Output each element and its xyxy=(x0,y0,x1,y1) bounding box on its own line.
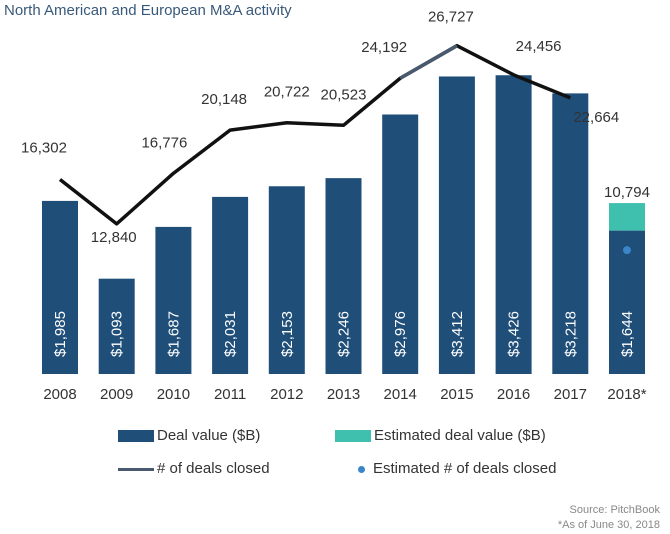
bar-value-label: $3,426 xyxy=(506,311,523,357)
deal-value-bar xyxy=(98,278,135,374)
deal-value-bar xyxy=(325,178,362,374)
legend-swatch-deals-closed xyxy=(118,467,154,471)
deals-closed-label: 16,776 xyxy=(141,134,187,151)
x-tick-label: 2016 xyxy=(497,386,530,400)
x-tick-label: 2008 xyxy=(43,386,76,400)
bar-value-label: $1,093 xyxy=(109,311,126,357)
est-deals-closed-point xyxy=(623,246,631,255)
x-tick-label: 2014 xyxy=(384,386,417,400)
legend-label-est-deals-closed: Estimated # of deals closed xyxy=(373,460,557,477)
deal-value-bar xyxy=(212,196,249,374)
deals-closed-label: 20,148 xyxy=(201,91,247,108)
deals-closed-label: 26,727 xyxy=(428,9,474,26)
x-tick-label: 2012 xyxy=(270,386,303,400)
x-tick-label: 2011 xyxy=(214,386,246,400)
legend-swatch-est-deals-closed xyxy=(358,465,365,473)
x-tick-label: 2009 xyxy=(100,386,133,400)
source-line: Source: PitchBook xyxy=(569,504,661,516)
est-deals-closed-label: 10,794 xyxy=(604,184,650,201)
x-tick-label: 2018* xyxy=(607,386,646,400)
deal-value-bar xyxy=(552,93,589,374)
x-tick-label: 2013 xyxy=(327,386,360,400)
x-tick-label: 2017 xyxy=(554,386,587,400)
source-note: Source: PitchBook *As of June 30, 2018 xyxy=(558,504,660,531)
deals-closed-label: 16,302 xyxy=(21,139,67,156)
chart-canvas: $1,985 2008 $1,093 2009 $1,687 2010 $2,031 2011… xyxy=(21,9,650,400)
x-tick-label: 2015 xyxy=(440,386,473,400)
legend-deal-value: Deal value ($B) xyxy=(118,427,260,444)
chart-title: North American and European M&A activity xyxy=(4,2,292,19)
deal-value-bar xyxy=(42,200,78,374)
deal-value-bar xyxy=(382,114,419,374)
deals-closed-label: 20,722 xyxy=(264,84,310,101)
x-tick-label: 2010 xyxy=(157,386,190,400)
deals-closed-label: 24,456 xyxy=(516,38,562,55)
bar-value-label: $1,985 xyxy=(52,311,69,357)
est-deal-value-bar xyxy=(609,203,645,231)
deal-value-bar xyxy=(438,76,475,374)
deal-value-bar xyxy=(495,75,532,374)
deal-value-bar xyxy=(155,226,192,374)
deal-value-bar xyxy=(609,230,645,374)
bar-value-label: $2,976 xyxy=(392,311,409,357)
deal-value-bar xyxy=(268,186,305,374)
as-of-note: *As of June 30, 2018 xyxy=(557,519,660,531)
bar-value-label: $2,031 xyxy=(222,311,239,357)
legend-label-est-deal-value: Estimated deal value ($B) xyxy=(374,427,546,444)
bar-value-label: $3,218 xyxy=(562,311,579,357)
legend-swatch-deal-value xyxy=(118,430,154,443)
legend-est-deal-value: Estimated deal value ($B) xyxy=(335,427,546,444)
bar-value-label: $1,687 xyxy=(165,311,182,357)
deals-closed-label: 24,192 xyxy=(361,39,407,56)
bar-value-label: $3,412 xyxy=(449,311,466,357)
deals-closed-line-segment xyxy=(399,44,458,80)
deals-closed-label: 20,523 xyxy=(321,86,367,103)
bar-value-label: $1,644 xyxy=(619,311,636,357)
deals-closed-line xyxy=(58,43,571,226)
deals-closed-label: 12,840 xyxy=(91,229,137,246)
legend-deals-closed: # of deals closed xyxy=(118,460,270,477)
legend-swatch-est-deal-value xyxy=(335,430,371,443)
bar-value-label: $2,153 xyxy=(279,311,296,357)
bar-value-label: $2,246 xyxy=(336,311,353,357)
legend-label-deals-closed: # of deals closed xyxy=(157,460,270,477)
deals-closed-label: 22,664 xyxy=(573,109,619,126)
legend-label-deal-value: Deal value ($B) xyxy=(157,427,261,444)
legend-est-deals-closed: Estimated # of deals closed xyxy=(358,460,556,477)
